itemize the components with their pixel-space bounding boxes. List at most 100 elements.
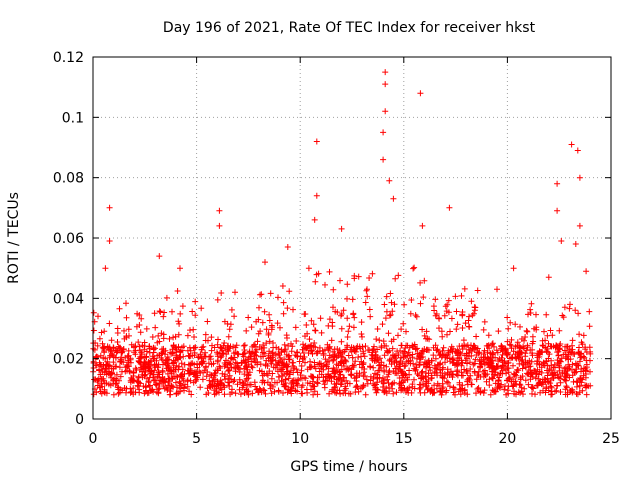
- data-point: [96, 335, 103, 342]
- data-point: [290, 306, 296, 313]
- data-point: [219, 347, 226, 354]
- data-point: [251, 356, 258, 363]
- data-point: [184, 332, 191, 339]
- data-point: [137, 355, 144, 362]
- data-point: [557, 379, 564, 386]
- data-point: [232, 344, 239, 351]
- data-point: [277, 324, 283, 331]
- data-point: [156, 253, 163, 260]
- data-point: [187, 377, 194, 384]
- data-point: [395, 352, 402, 358]
- data-point: [307, 364, 314, 371]
- data-point: [519, 356, 526, 363]
- data-point: [333, 390, 340, 397]
- data-point: [395, 366, 402, 373]
- data-point: [115, 390, 122, 397]
- data-point: [239, 384, 246, 391]
- data-point: [175, 318, 182, 325]
- data-point: [318, 329, 325, 336]
- data-point: [256, 344, 263, 350]
- data-point: [374, 371, 381, 378]
- data-point: [416, 386, 423, 392]
- data-point: [310, 374, 317, 381]
- data-point: [466, 323, 473, 330]
- data-point: [311, 383, 318, 390]
- data-point: [505, 325, 512, 332]
- data-point: [245, 371, 252, 378]
- data-point: [190, 345, 197, 352]
- data-point: [308, 347, 315, 354]
- data-point: [336, 387, 343, 394]
- data-point: [236, 369, 243, 375]
- data-point: [225, 347, 232, 354]
- data-point: [279, 366, 286, 373]
- data-point: [105, 346, 112, 353]
- data-point: [305, 265, 312, 272]
- data-point: [311, 359, 318, 366]
- data-point: [444, 301, 451, 308]
- data-point: [281, 348, 288, 354]
- data-point: [385, 380, 392, 386]
- data-point: [214, 296, 221, 303]
- y-tick-label: 0.08: [53, 171, 84, 187]
- data-point: [417, 350, 424, 357]
- data-point: [137, 329, 144, 336]
- data-point: [522, 377, 529, 384]
- data-point: [136, 358, 142, 365]
- data-point: [212, 372, 218, 379]
- data-point: [454, 352, 461, 359]
- data-point: [444, 331, 450, 338]
- data-point: [262, 259, 268, 266]
- data-point: [197, 351, 204, 358]
- data-point: [174, 288, 181, 294]
- data-point: [151, 310, 158, 317]
- data-point: [186, 388, 193, 395]
- data-point: [159, 378, 166, 385]
- data-point: [112, 354, 119, 361]
- data-point: [211, 382, 218, 389]
- data-point: [254, 361, 261, 368]
- data-point: [202, 337, 209, 344]
- data-point: [312, 344, 319, 351]
- data-point: [307, 358, 314, 365]
- data-point: [160, 348, 167, 355]
- data-point: [454, 321, 461, 328]
- data-point: [384, 376, 391, 383]
- data-point: [533, 311, 539, 318]
- data-point: [374, 326, 381, 332]
- data-point: [296, 358, 303, 365]
- data-point: [299, 390, 306, 397]
- data-point: [315, 270, 322, 277]
- data-point: [203, 373, 210, 380]
- data-point: [97, 371, 104, 378]
- data-point: [248, 350, 255, 357]
- data-point: [556, 362, 562, 369]
- data-point: [345, 352, 352, 359]
- data-point: [359, 333, 365, 340]
- data-point: [508, 345, 515, 352]
- data-point: [330, 286, 337, 293]
- data-point: [223, 351, 230, 358]
- data-point: [419, 381, 426, 388]
- data-point: [586, 308, 593, 315]
- data-point: [374, 356, 381, 363]
- data-point: [228, 306, 235, 313]
- y-tick-label: 0.02: [53, 352, 84, 368]
- data-point: [102, 365, 109, 372]
- data-point: [175, 331, 182, 338]
- data-point: [281, 371, 287, 378]
- data-point: [576, 344, 582, 351]
- data-point: [558, 238, 565, 244]
- data-point: [152, 364, 159, 371]
- data-point: [502, 383, 508, 390]
- data-point: [333, 376, 340, 383]
- data-point: [216, 207, 223, 214]
- data-point: [515, 367, 522, 374]
- data-point: [535, 358, 541, 365]
- data-point: [219, 381, 225, 388]
- data-point: [417, 90, 424, 97]
- data-point: [284, 305, 291, 312]
- data-point: [583, 364, 590, 371]
- data-point: [421, 332, 428, 339]
- data-point: [364, 380, 371, 387]
